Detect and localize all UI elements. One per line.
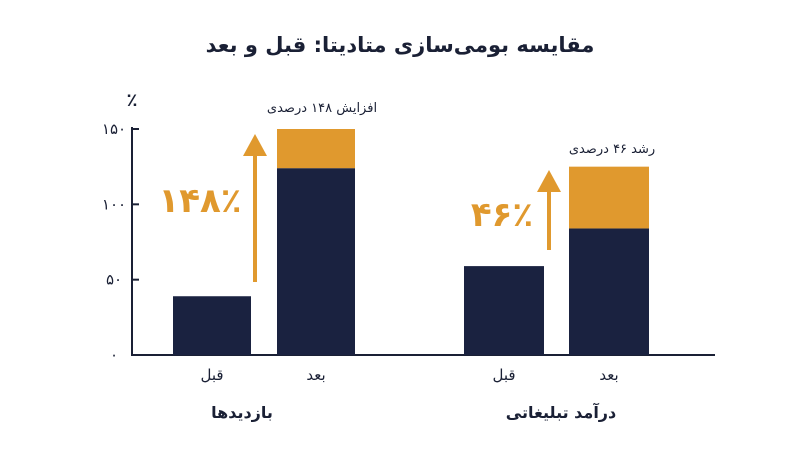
y-tick-label: ۱۵۰ — [102, 120, 126, 138]
group-label: بازدیدها — [211, 403, 273, 422]
bar-base — [464, 266, 544, 355]
y-ticks: ۰ ۵۰ ۱۰۰ ۱۵۰ — [102, 120, 139, 364]
group-label: درآمد تبلیغاتی — [506, 402, 616, 422]
growth-percent-label: ۱۴۸٪ — [158, 181, 241, 221]
growth-percent-label: ۴۶٪ — [471, 195, 533, 235]
bar-increase — [569, 166, 649, 229]
y-tick-label: ۰ — [110, 346, 118, 364]
bars — [173, 129, 649, 355]
bar-increase — [277, 129, 355, 169]
chart-title: مقایسه بومی‌سازی متادیتا: قبل و بعد — [206, 33, 595, 57]
y-unit-label: ٪ — [127, 90, 138, 111]
y-tick-label: ۵۰ — [106, 271, 122, 289]
category-label: قبل — [200, 366, 223, 384]
growth-arrow-head — [537, 170, 561, 192]
category-label: بعد — [306, 366, 325, 384]
y-tick-label: ۱۰۰ — [102, 195, 126, 213]
growth-note: رشد ۴۶ درصدی — [569, 142, 655, 157]
bar-base — [277, 168, 355, 355]
bar-base — [569, 228, 649, 355]
growth-arrow-head — [243, 134, 267, 156]
labels: قبل بعد بازدیدها ۱۴۸٪ افزایش ۱۴۸ درصدی قبل بعد… — [158, 101, 655, 422]
growth-note: افزایش ۱۴۸ درصدی — [267, 101, 377, 116]
category-label: قبل — [492, 366, 515, 384]
category-label: بعد — [599, 366, 618, 384]
bar-base — [173, 296, 251, 355]
